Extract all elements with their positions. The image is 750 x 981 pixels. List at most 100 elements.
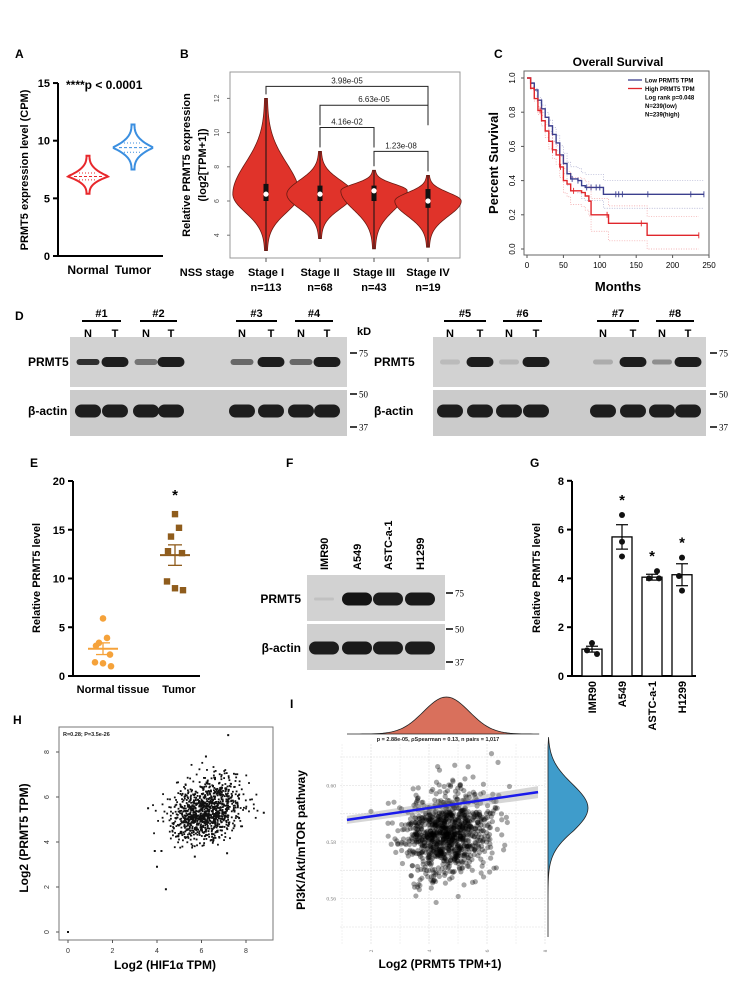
h-data-point bbox=[213, 819, 216, 822]
i-data-point bbox=[441, 820, 448, 827]
h-data-point bbox=[181, 792, 184, 795]
i-data-point bbox=[489, 818, 496, 825]
h-data-point bbox=[224, 836, 227, 838]
i-data-point bbox=[436, 846, 442, 853]
h-data-point bbox=[180, 794, 183, 797]
h-data-point bbox=[176, 823, 179, 826]
i-data-point bbox=[431, 829, 437, 835]
i-data-point bbox=[488, 855, 494, 861]
h-data-point bbox=[225, 819, 228, 822]
i-data-point bbox=[442, 790, 449, 796]
h-data-point bbox=[191, 804, 194, 807]
h-data-point bbox=[210, 795, 213, 798]
i-data-point bbox=[444, 831, 450, 837]
h-data-point bbox=[211, 832, 213, 835]
panel-label-c: C bbox=[494, 47, 503, 61]
panel-label-e: E bbox=[30, 456, 38, 470]
i-data-point bbox=[463, 809, 469, 815]
i-data-point bbox=[476, 849, 483, 856]
h-data-point bbox=[203, 838, 205, 841]
i-data-point bbox=[476, 811, 483, 817]
e-y-tick-label: 5 bbox=[59, 622, 65, 634]
i-data-point bbox=[462, 828, 468, 834]
d-row-label-prmt5-left: PRMT5 bbox=[28, 355, 69, 369]
h-data-point bbox=[208, 803, 211, 806]
h-data-point bbox=[188, 825, 191, 828]
h-data-point bbox=[194, 818, 197, 821]
i-data-point bbox=[478, 822, 484, 828]
h-data-point bbox=[226, 824, 229, 827]
i-data-point bbox=[430, 848, 436, 854]
h-data-point bbox=[191, 829, 193, 832]
h-data-point bbox=[207, 804, 210, 807]
h-data-point bbox=[193, 805, 196, 808]
i-data-point bbox=[458, 808, 464, 814]
h-data-point bbox=[183, 817, 186, 820]
h-data-point bbox=[219, 787, 222, 790]
i-data-point bbox=[410, 786, 416, 792]
i-data-point bbox=[436, 813, 442, 820]
h-data-point bbox=[201, 808, 203, 811]
i-data-point bbox=[478, 870, 484, 876]
h-data-point bbox=[262, 811, 265, 814]
h-data-point bbox=[206, 782, 209, 785]
i-data-point bbox=[469, 879, 476, 885]
h-data-point bbox=[183, 819, 186, 822]
i-data-point bbox=[465, 827, 471, 833]
h-data-point bbox=[181, 815, 184, 818]
h-data-point bbox=[205, 823, 207, 826]
i-data-point bbox=[426, 819, 433, 825]
i-data-point bbox=[409, 820, 415, 826]
i-data-point bbox=[453, 819, 459, 825]
e-category-label: Normal tissue bbox=[77, 684, 150, 696]
i-data-point bbox=[448, 834, 454, 840]
h-data-point bbox=[200, 804, 203, 806]
h-y-tick-label: 4 bbox=[44, 840, 51, 844]
b-x-axis-label: NSS stage bbox=[180, 267, 234, 279]
i-data-point bbox=[436, 830, 443, 836]
h-data-point bbox=[209, 799, 212, 802]
i-data-point bbox=[440, 846, 446, 853]
i-data-point bbox=[436, 846, 442, 853]
h-data-point bbox=[226, 799, 229, 802]
i-data-point bbox=[481, 816, 487, 822]
i-data-point bbox=[446, 839, 452, 846]
i-data-point bbox=[414, 839, 420, 845]
i-data-point bbox=[409, 839, 416, 845]
b-category-label: Stage II bbox=[300, 267, 339, 279]
h-data-point bbox=[233, 786, 236, 788]
i-data-point bbox=[418, 850, 425, 856]
i-data-point bbox=[419, 837, 425, 843]
i-data-point bbox=[441, 833, 448, 839]
h-data-point bbox=[212, 785, 214, 788]
i-data-point bbox=[433, 779, 440, 785]
i-data-point bbox=[455, 858, 461, 864]
h-data-point bbox=[203, 797, 206, 800]
h-data-point bbox=[220, 786, 223, 789]
i-data-point bbox=[476, 832, 482, 838]
h-data-point bbox=[199, 817, 202, 820]
i-data-point bbox=[451, 828, 457, 834]
i-data-point bbox=[414, 822, 421, 828]
i-data-point bbox=[395, 840, 401, 847]
i-data-point bbox=[422, 822, 428, 828]
i-data-point bbox=[414, 832, 420, 838]
h-data-point bbox=[193, 801, 195, 804]
i-data-point bbox=[458, 819, 464, 825]
h-data-point bbox=[221, 815, 224, 818]
b-comparison-pvalue: 1.23e-08 bbox=[385, 141, 417, 150]
h-data-point bbox=[216, 807, 219, 809]
c-x-axis-label: Months bbox=[595, 279, 641, 294]
i-data-point bbox=[403, 841, 409, 848]
i-data-point bbox=[442, 811, 448, 817]
i-data-point bbox=[454, 827, 461, 833]
h-data-point bbox=[193, 855, 196, 858]
i-data-point bbox=[446, 817, 453, 823]
h-data-point bbox=[162, 793, 164, 796]
i-data-point bbox=[458, 869, 464, 875]
i-data-point bbox=[444, 834, 450, 840]
h-data-point bbox=[226, 828, 229, 831]
i-data-point bbox=[441, 825, 447, 831]
i-data-point bbox=[444, 806, 450, 812]
i-data-point bbox=[453, 852, 459, 859]
